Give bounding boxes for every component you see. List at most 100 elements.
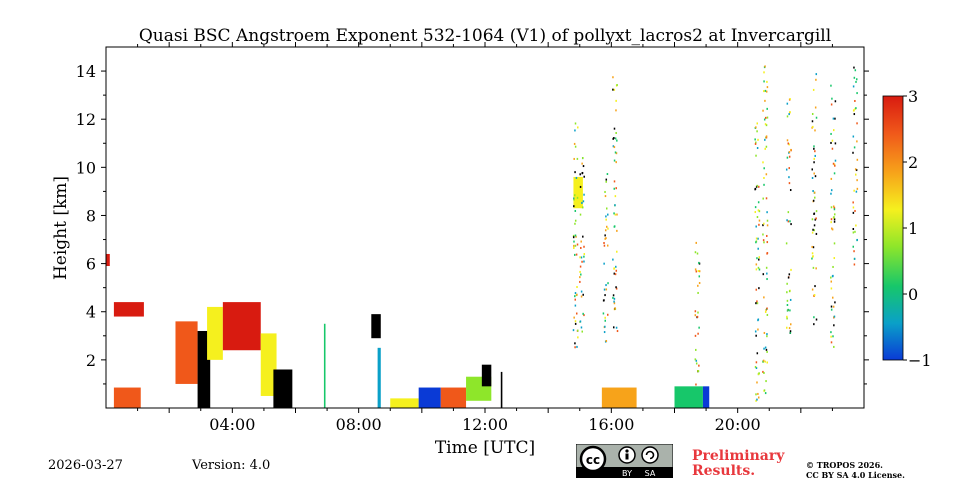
data-region — [106, 253, 110, 267]
speckle-point — [812, 246, 815, 249]
speckle-point — [615, 152, 618, 155]
speckle-point — [790, 268, 792, 271]
speckle-point — [575, 176, 578, 179]
speckle-point — [614, 307, 616, 310]
speckle-point — [785, 326, 788, 329]
speckle-point — [580, 295, 583, 298]
speckle-point — [573, 157, 575, 160]
speckle-point — [581, 330, 584, 333]
speckle-point — [787, 142, 790, 145]
speckle-point — [788, 155, 791, 158]
speckle-point — [813, 212, 816, 215]
speckle-point — [756, 130, 758, 133]
speckle-point — [574, 209, 577, 212]
speckle-point — [755, 268, 758, 271]
speckle-point — [602, 312, 605, 315]
speckle-point — [755, 393, 757, 396]
speckle-point — [756, 216, 759, 219]
speckle-point — [815, 78, 817, 81]
speckle-point — [830, 206, 833, 209]
speckle-point — [832, 129, 835, 132]
speckle-point — [763, 331, 766, 334]
speckle-point — [612, 88, 614, 91]
speckle-point — [581, 260, 583, 263]
speckle-point — [604, 325, 606, 328]
data-region — [113, 302, 144, 317]
speckle-point — [855, 78, 858, 81]
speckle-point — [754, 365, 757, 368]
speckle-point — [853, 257, 856, 260]
speckle-point — [833, 163, 836, 166]
speckle-point — [577, 329, 579, 332]
speckle-point — [766, 350, 768, 353]
speckle-point — [855, 80, 857, 83]
speckle-point — [755, 263, 758, 266]
speckle-point — [698, 261, 700, 264]
speckle-point — [573, 194, 576, 197]
chart-title: Quasi BSC Angstroem Exponent 532-1064 (V… — [139, 26, 831, 46]
x-tick-label: 20:00 — [715, 415, 761, 434]
speckle-point — [581, 206, 584, 209]
speckle-point — [604, 195, 607, 198]
speckle-point — [852, 151, 854, 154]
speckle-point — [697, 270, 700, 273]
speckle-point — [854, 168, 857, 171]
speckle-point — [764, 392, 767, 395]
speckle-point — [814, 106, 817, 109]
speckle-point — [612, 326, 615, 329]
speckle-point — [614, 213, 617, 216]
speckle-point — [755, 225, 757, 228]
speckle-point — [756, 257, 758, 260]
speckle-point — [811, 231, 814, 234]
speckle-point — [766, 278, 768, 281]
speckle-point — [574, 295, 576, 298]
speckle-point — [583, 255, 585, 258]
speckle-point — [605, 237, 607, 240]
speckle-point — [581, 162, 583, 165]
speckle-point — [613, 88, 616, 91]
speckle-point — [575, 312, 578, 315]
data-region — [323, 323, 326, 408]
speckle-point — [789, 111, 791, 114]
speckle-point — [574, 129, 576, 132]
speckle-point — [757, 319, 759, 322]
speckle-point — [830, 331, 832, 334]
speckle-point — [766, 224, 769, 227]
speckle-point — [574, 342, 576, 345]
speckle-point — [615, 265, 617, 268]
speckle-point — [698, 282, 701, 285]
speckle-point — [697, 311, 699, 314]
speckle-point — [764, 116, 767, 119]
speckle-point — [573, 244, 575, 247]
y-tick-label: 4 — [86, 303, 96, 322]
speckle-point — [856, 187, 859, 190]
speckle-point — [576, 243, 579, 246]
speckle-point — [766, 107, 768, 110]
speckle-point — [574, 171, 576, 174]
speckle-point — [762, 370, 764, 373]
speckle-point — [755, 288, 758, 291]
footer-date: 2026-03-27 — [48, 458, 123, 473]
speckle-point — [614, 151, 617, 154]
data-region — [197, 330, 211, 408]
speckle-point — [697, 291, 699, 294]
colorbar-ticks: 3 2 1 0 −1 — [903, 87, 932, 370]
speckle-point — [698, 275, 701, 278]
speckle-point — [603, 262, 605, 265]
speckle-point — [766, 116, 769, 119]
data-region — [702, 386, 710, 408]
speckle-point — [786, 219, 788, 222]
speckle-point — [763, 347, 765, 350]
speckle-point — [832, 274, 834, 277]
colorbar-tick-label: 1 — [908, 219, 918, 238]
speckle-point — [583, 260, 585, 263]
speckle-point — [756, 352, 759, 355]
speckle-point — [853, 250, 855, 253]
speckle-point — [766, 361, 769, 364]
speckle-point — [763, 118, 766, 121]
speckle-point — [573, 246, 575, 249]
speckle-point — [853, 66, 855, 69]
data-region — [113, 387, 141, 408]
speckle-point — [580, 290, 583, 293]
